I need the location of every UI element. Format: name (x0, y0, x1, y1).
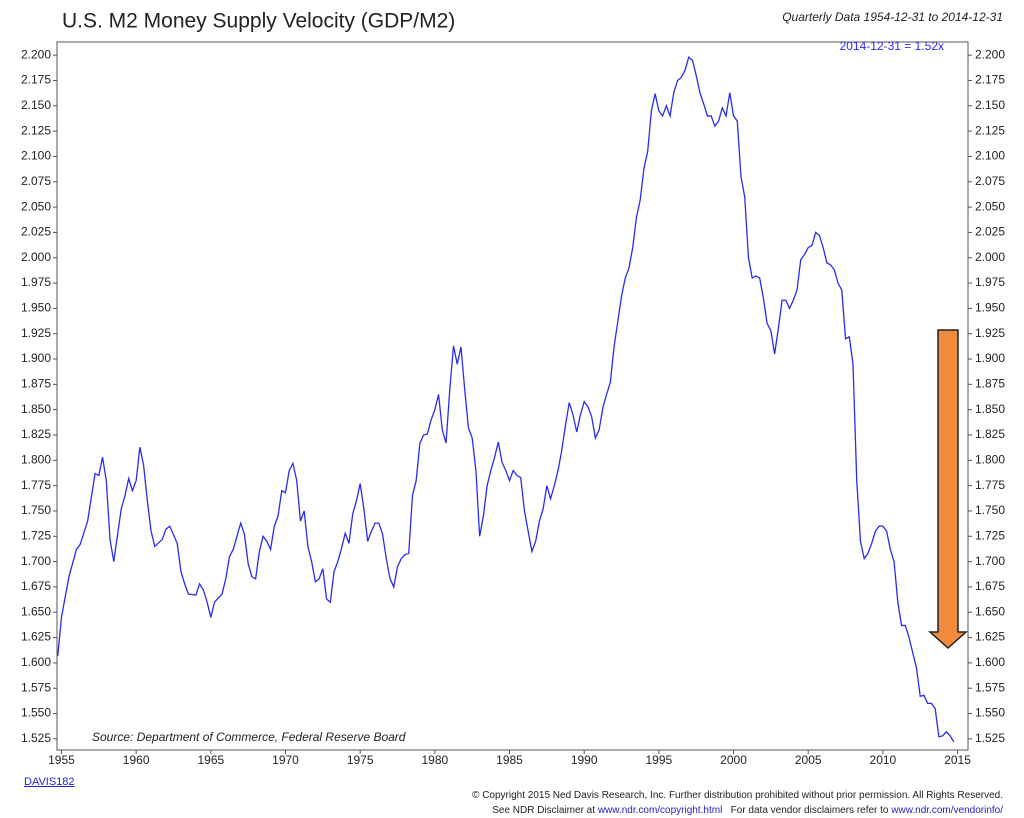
y2-tick-label: 1.975 (975, 275, 1005, 289)
x-tick-label: 1985 (496, 753, 523, 767)
y-tick-label: 1.625 (21, 630, 51, 644)
y2-tick-label: 1.650 (975, 604, 1005, 618)
chart-code[interactable]: DAVIS182 (24, 776, 75, 788)
x-tick-label: 1960 (123, 753, 150, 767)
y2-tick-label: 1.550 (975, 706, 1005, 720)
x-tick-label: 2010 (870, 753, 897, 767)
copyright: © Copyright 2015 Ned Davis Research, Inc… (472, 788, 1003, 818)
x-tick-label: 1980 (421, 753, 448, 767)
y-tick-label: 2.175 (21, 73, 51, 87)
y-tick-label: 1.525 (21, 731, 51, 745)
y-tick-label: 2.200 (21, 47, 51, 61)
plot-frame (56, 41, 969, 751)
x-tick-label: 1970 (272, 753, 299, 767)
y-tick-label: 1.550 (21, 706, 51, 720)
x-tick-label: 2015 (944, 753, 971, 767)
link[interactable]: www.ndr.com/vendorinfo/ (891, 805, 1003, 816)
y2-tick-label: 2.050 (975, 199, 1005, 213)
text: See NDR Disclaimer at (492, 805, 598, 816)
y2-tick-label: 2.000 (975, 250, 1005, 264)
copyright-line: © Copyright 2015 Ned Davis Research, Inc… (472, 790, 1003, 801)
y-tick-label: 1.750 (21, 503, 51, 517)
x-tick-label: 1965 (197, 753, 224, 767)
x-tick-label: 1995 (646, 753, 673, 767)
y-tick-label: 1.600 (21, 655, 51, 669)
y2-tick-label: 2.125 (975, 123, 1005, 137)
y-tick-label: 1.575 (21, 680, 51, 694)
y2-tick-label: 2.175 (975, 73, 1005, 87)
y-tick-label: 2.125 (21, 123, 51, 137)
y2-tick-label: 2.150 (975, 98, 1005, 112)
y2-tick-label: 1.775 (975, 478, 1005, 492)
y-tick-label: 1.700 (21, 554, 51, 568)
source-note: Source: Department of Commerce, Federal … (92, 730, 406, 744)
y2-tick-label: 2.075 (975, 174, 1005, 188)
y-tick-label: 1.775 (21, 478, 51, 492)
y2-tick-label: 1.850 (975, 402, 1005, 416)
chart-title: U.S. M2 Money Supply Velocity (GDP/M2) (62, 10, 455, 33)
y-tick-label: 1.675 (21, 579, 51, 593)
x-tick-label: 1975 (347, 753, 374, 767)
y-tick-label: 1.800 (21, 452, 51, 466)
y2-tick-label: 1.600 (975, 655, 1005, 669)
annotation: 2014-12-31 = 1.52x (840, 39, 944, 53)
x-tick-label: 2000 (720, 753, 747, 767)
link[interactable]: www.ndr.com/copyright.html (597, 805, 723, 816)
y-tick-label: 1.825 (21, 427, 51, 441)
y-tick-label: 2.000 (21, 250, 51, 264)
y-tick-label: 2.100 (21, 149, 51, 163)
y2-tick-label: 2.100 (975, 149, 1005, 163)
x-tick-label: 1955 (48, 753, 75, 767)
x-tick-label: 2005 (795, 753, 822, 767)
y2-tick-label: 2.200 (975, 47, 1005, 61)
y-tick-label: 1.900 (21, 351, 51, 365)
y-tick-label: 1.725 (21, 528, 51, 542)
y2-tick-label: 1.875 (975, 377, 1005, 391)
y2-tick-label: 1.675 (975, 579, 1005, 593)
y2-tick-label: 1.575 (975, 680, 1005, 694)
y2-tick-label: 1.900 (975, 351, 1005, 365)
y-tick-label: 2.075 (21, 174, 51, 188)
y-tick-label: 1.875 (21, 377, 51, 391)
y-tick-label: 1.650 (21, 604, 51, 618)
text: For data vendor disclaimers refer to (730, 805, 892, 816)
y-tick-label: 1.925 (21, 326, 51, 340)
series-line (57, 56, 955, 743)
down-arrow (928, 329, 968, 650)
y2-tick-label: 1.800 (975, 452, 1005, 466)
chart-subtitle: Quarterly Data 1954-12-31 to 2014-12-31 (782, 10, 1003, 24)
y2-tick-label: 1.925 (975, 326, 1005, 340)
x-tick-label: 1990 (571, 753, 598, 767)
y-tick-label: 2.050 (21, 199, 51, 213)
y-tick-label: 2.025 (21, 225, 51, 239)
y2-tick-label: 2.025 (975, 225, 1005, 239)
y-tick-label: 1.850 (21, 402, 51, 416)
y-tick-label: 1.975 (21, 275, 51, 289)
y-tick-label: 1.950 (21, 301, 51, 315)
y2-tick-label: 1.725 (975, 528, 1005, 542)
y2-tick-label: 1.700 (975, 554, 1005, 568)
y2-tick-label: 1.525 (975, 731, 1005, 745)
y2-tick-label: 1.825 (975, 427, 1005, 441)
y-tick-label: 2.150 (21, 98, 51, 112)
y2-tick-label: 1.950 (975, 301, 1005, 315)
disclaimer-line: See NDR Disclaimer at www.ndr.com/copyri… (472, 803, 1003, 818)
chart: U.S. M2 Money Supply Velocity (GDP/M2) Q… (21, 10, 1005, 768)
y2-tick-label: 1.625 (975, 630, 1005, 644)
y2-tick-label: 1.750 (975, 503, 1005, 517)
